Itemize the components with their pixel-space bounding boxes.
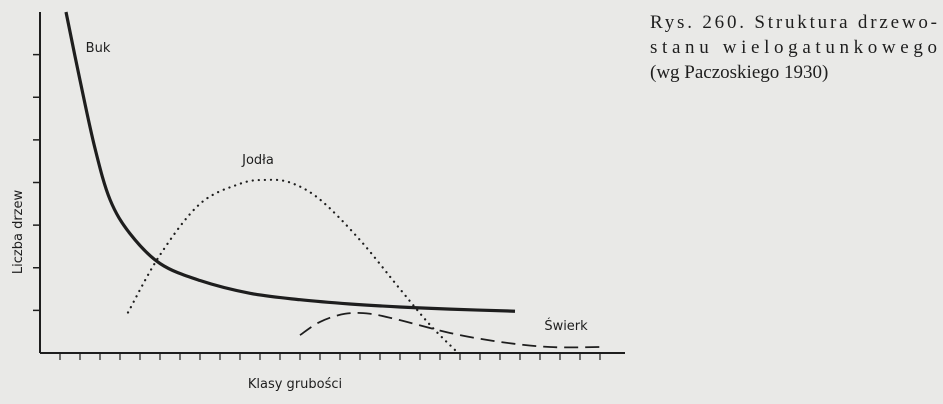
series-label: Buk — [86, 41, 111, 56]
series-line — [126, 178, 457, 352]
series-line — [299, 311, 601, 349]
caption-line: Rys. 260. Struktura drzewo- — [650, 12, 937, 33]
series-line — [64, 11, 516, 313]
series-label: Świerk — [544, 318, 588, 334]
x-axis-label: Klasy grubości — [248, 377, 342, 392]
series-label: Jodła — [241, 153, 274, 168]
y-axis-label: Liczba drzew — [11, 190, 26, 275]
caption-line: stanu wielogatunkowego — [650, 37, 937, 58]
caption-line: (wg Paczoskiego 1930) — [650, 62, 828, 83]
